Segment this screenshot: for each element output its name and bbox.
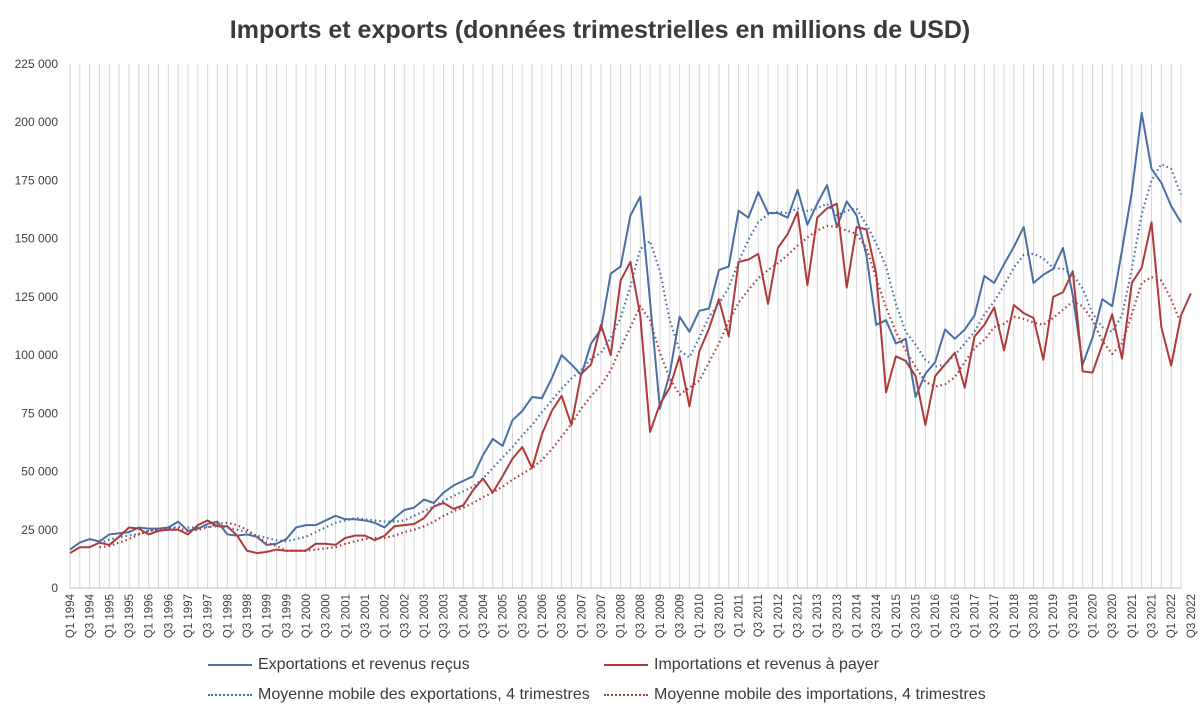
legend-swatch-solid-blue bbox=[208, 664, 252, 666]
x-tick-label: Q1 1999 bbox=[262, 594, 274, 638]
legend-item-imports-ma: Moyenne mobile des importations, 4 trime… bbox=[604, 686, 986, 704]
x-tick-label: Q3 2015 bbox=[911, 594, 923, 638]
x-tick-label: Q3 2014 bbox=[871, 593, 883, 638]
x-tick-label: Q1 1998 bbox=[222, 594, 234, 638]
x-tick-label: Q1 2006 bbox=[537, 594, 549, 638]
x-tick-label: Q3 1996 bbox=[163, 594, 175, 638]
x-tick-label: Q3 2021 bbox=[1147, 594, 1159, 638]
x-tick-label: Q1 2020 bbox=[1088, 594, 1100, 638]
x-tick-label: Q1 2005 bbox=[498, 594, 510, 638]
x-tick-label: Q3 2020 bbox=[1107, 594, 1119, 638]
x-tick-label: Q1 1996 bbox=[144, 594, 156, 638]
x-tick-label: Q3 1999 bbox=[281, 594, 293, 638]
x-tick-label: Q1 2022 bbox=[1166, 594, 1178, 638]
x-tick-label: Q1 2001 bbox=[340, 594, 352, 638]
series-line-0 bbox=[69, 111, 1182, 551]
y-tick-label: 175 000 bbox=[15, 173, 59, 187]
x-tick-label: Q3 2017 bbox=[989, 594, 1001, 638]
legend-swatch-dotted-blue bbox=[208, 694, 252, 696]
x-tick-label: Q3 1997 bbox=[203, 594, 215, 638]
x-tick-label: Q1 2002 bbox=[380, 594, 392, 638]
y-tick-label: 0 bbox=[51, 581, 58, 595]
y-tick-label: 50 000 bbox=[21, 465, 58, 479]
x-tick-label: Q3 2007 bbox=[596, 594, 608, 638]
x-tick-label: Q1 2011 bbox=[734, 594, 746, 637]
x-tick-label: Q1 2018 bbox=[1009, 594, 1021, 638]
x-tick-label: Q1 2010 bbox=[694, 594, 706, 638]
y-tick-label: 125 000 bbox=[15, 290, 59, 304]
x-tick-label: Q1 2012 bbox=[773, 594, 785, 638]
x-tick-label: Q1 1997 bbox=[183, 594, 195, 638]
x-tick-label: Q1 2015 bbox=[891, 594, 903, 638]
x-tick-label: Q3 2016 bbox=[950, 594, 962, 638]
x-tick-label: Q3 1995 bbox=[124, 594, 136, 638]
x-tick-label: Q1 2017 bbox=[970, 594, 982, 638]
y-tick-label: 75 000 bbox=[21, 406, 58, 420]
series-line-3 bbox=[99, 224, 1183, 552]
y-tick-label: 200 000 bbox=[15, 115, 59, 129]
x-tick-label: Q1 2009 bbox=[655, 594, 667, 638]
legend-item-imports: Importations et revenus à payer bbox=[604, 656, 879, 674]
x-tick-label: Q1 1995 bbox=[104, 594, 116, 638]
x-tick-label: Q3 2018 bbox=[1029, 594, 1041, 638]
x-tick-label: Q3 2002 bbox=[399, 594, 411, 638]
x-tick-label: Q3 2006 bbox=[557, 594, 569, 638]
legend-label: Importations et revenus à payer bbox=[654, 656, 880, 673]
x-tick-label: Q1 2008 bbox=[616, 594, 628, 638]
x-tick-label: Q3 2012 bbox=[793, 594, 805, 638]
legend-label: Exportations et revenus reçus bbox=[258, 656, 470, 673]
x-tick-label: Q1 2003 bbox=[419, 594, 431, 638]
x-tick-label: Q3 2011 bbox=[753, 594, 765, 637]
x-tick-label: Q1 2007 bbox=[576, 594, 588, 638]
x-tick-label: Q1 2013 bbox=[812, 594, 824, 638]
legend-label: Moyenne mobile des importations, 4 trime… bbox=[654, 686, 986, 703]
chart-title: Imports et exports (données trimestriell… bbox=[229, 16, 971, 44]
x-tick-label: Q3 2019 bbox=[1068, 594, 1080, 638]
x-tick-label: Q3 2005 bbox=[517, 594, 529, 638]
x-tick-label: Q3 1994 bbox=[85, 593, 97, 638]
x-tick-label: Q3 2003 bbox=[439, 594, 451, 638]
x-tick-label: Q3 2004 bbox=[478, 593, 490, 638]
x-tick-label: Q1 1994 bbox=[65, 593, 77, 638]
y-tick-label: 25 000 bbox=[21, 523, 58, 537]
legend-swatch-solid-red bbox=[604, 664, 648, 666]
legend-item-exports: Exportations et revenus reçus bbox=[208, 656, 470, 674]
x-tick-label: Q3 2010 bbox=[714, 594, 726, 638]
x-tick-label: Q3 2013 bbox=[832, 594, 844, 638]
x-tick-label: Q1 2014 bbox=[852, 593, 864, 638]
x-tick-label: Q3 2009 bbox=[675, 594, 687, 638]
x-tick-label: Q3 2008 bbox=[635, 594, 647, 638]
legend-item-exports-ma: Moyenne mobile des exportations, 4 trime… bbox=[208, 686, 590, 704]
y-tick-label: 150 000 bbox=[15, 232, 59, 246]
x-tick-label: Q1 2019 bbox=[1048, 594, 1060, 638]
x-tick-label: Q1 2021 bbox=[1127, 594, 1139, 638]
x-tick-label: Q1 2000 bbox=[301, 594, 313, 638]
series-line-1 bbox=[69, 202, 1192, 555]
x-tick-label: Q1 2004 bbox=[458, 593, 470, 638]
y-tick-label: 100 000 bbox=[15, 348, 59, 362]
x-tick-label: Q3 2000 bbox=[321, 594, 333, 638]
x-tick-label: Q3 2001 bbox=[360, 594, 372, 638]
y-tick-label: 225 000 bbox=[15, 57, 59, 71]
x-tick-label: Q3 1998 bbox=[242, 594, 254, 638]
x-tick-label: Q3 2022 bbox=[1186, 594, 1198, 638]
x-tick-label: Q1 2016 bbox=[930, 594, 942, 638]
legend-label: Moyenne mobile des exportations, 4 trime… bbox=[258, 686, 590, 703]
legend-swatch-dotted-red bbox=[604, 694, 648, 696]
